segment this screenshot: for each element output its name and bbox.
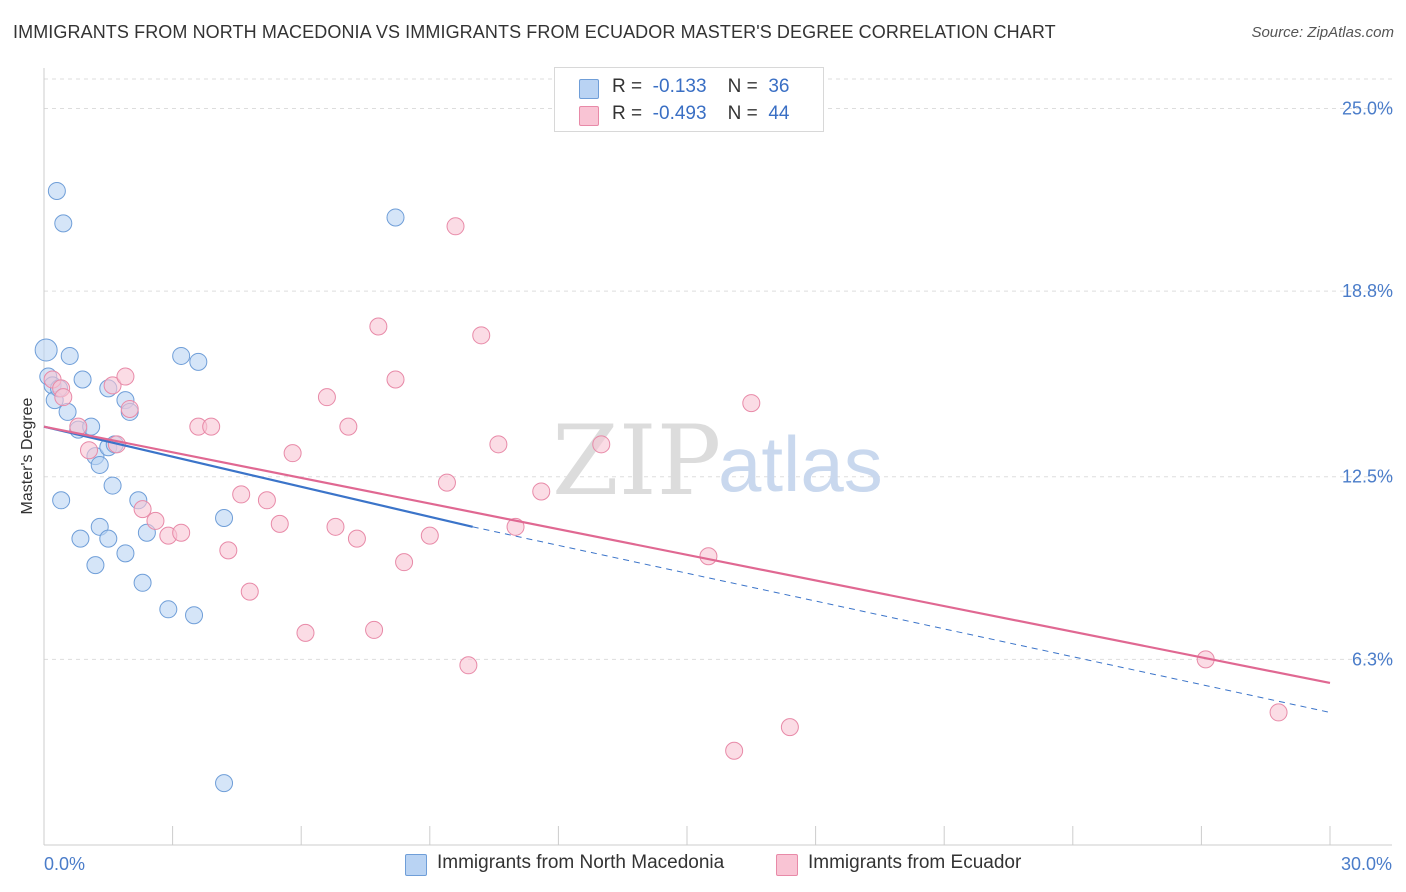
legend-n-label: N = <box>727 103 758 124</box>
trend-line-pink <box>43 425 1331 685</box>
data-point-pink <box>219 541 238 560</box>
legend-swatch-blue <box>579 79 599 99</box>
data-point-pink <box>270 514 289 533</box>
data-point-pink <box>437 473 456 492</box>
data-point-blue <box>116 544 135 563</box>
data-point-pink <box>116 367 135 386</box>
trend-layer <box>43 425 1331 713</box>
x-tick-label-min: 0.0% <box>44 854 85 874</box>
bottom-legend-swatch-blue <box>405 854 427 876</box>
legend-r-label: R = <box>612 103 643 124</box>
legend-r-value: -0.493 <box>652 103 707 124</box>
y-tick-label: 25.0% <box>1342 98 1393 118</box>
data-point-pink <box>592 435 611 454</box>
data-point-pink <box>80 441 99 460</box>
data-point-pink <box>420 526 439 545</box>
data-point-blue <box>159 600 178 619</box>
chart-title: IMMIGRANTS FROM NORTH MACEDONIA VS IMMIG… <box>13 22 1056 42</box>
data-point-blue <box>71 529 90 548</box>
bottom-legend-label: Immigrants from North Macedonia <box>437 852 725 873</box>
data-point-pink <box>120 399 139 418</box>
data-point-pink <box>446 217 465 236</box>
legend-n-value: 44 <box>768 103 790 124</box>
data-point-blue <box>34 338 58 362</box>
data-point-pink <box>257 491 276 510</box>
data-point-blue <box>215 774 234 793</box>
data-point-blue <box>133 573 152 592</box>
data-point-blue <box>86 556 105 575</box>
ticks-layer: 6.3% 12.5% 18.8% 25.0% 0.0% 30.0% <box>44 98 1393 874</box>
data-point-pink <box>742 394 761 413</box>
y-tick-label: 18.8% <box>1342 281 1393 301</box>
watermark-zip: ZIP <box>552 405 721 517</box>
data-point-blue <box>60 346 79 365</box>
y-tick-label: 6.3% <box>1352 649 1393 669</box>
legend-swatch-pink <box>579 106 599 126</box>
data-point-pink <box>296 623 315 642</box>
data-point-blue <box>103 476 122 495</box>
trend-line-dashed-blue <box>472 526 1331 713</box>
data-point-pink <box>347 529 366 548</box>
data-point-blue <box>90 455 109 474</box>
data-point-blue <box>215 508 234 527</box>
bottom-legend-label: Immigrants from Ecuador <box>808 852 1022 873</box>
bottom-legend-swatch-pink <box>776 854 798 876</box>
data-point-blue <box>386 208 405 227</box>
data-point-pink <box>326 517 345 536</box>
data-point-blue <box>73 370 92 389</box>
data-point-pink <box>780 718 799 737</box>
data-point-pink <box>339 417 358 436</box>
trend-line-blue <box>43 425 473 528</box>
data-point-blue <box>47 181 66 200</box>
grid-layer <box>44 78 1392 660</box>
data-point-blue <box>54 214 73 233</box>
correlation-legend: R = -0.133 N = 36 R = -0.493 N = 44 <box>554 67 824 132</box>
data-point-pink <box>489 435 508 454</box>
legend-n-value: 36 <box>768 76 790 97</box>
y-tick-label: 12.5% <box>1342 467 1393 487</box>
data-point-pink <box>317 388 336 407</box>
data-point-pink <box>472 326 491 345</box>
data-point-pink <box>103 376 122 395</box>
data-point-blue <box>189 352 208 371</box>
x-tick-label-max: 30.0% <box>1341 854 1392 874</box>
data-point-blue <box>172 346 191 365</box>
data-point-pink <box>459 656 478 675</box>
data-point-pink <box>283 444 302 463</box>
data-point-pink <box>369 317 388 336</box>
legend-r-label: R = <box>612 76 643 97</box>
data-point-pink <box>386 370 405 389</box>
data-point-blue <box>99 529 118 548</box>
data-point-pink <box>54 388 73 407</box>
data-point-pink <box>240 582 259 601</box>
data-point-pink <box>532 482 551 501</box>
data-point-pink <box>133 500 152 519</box>
data-point-pink <box>725 741 744 760</box>
watermark-atlas: atlas <box>718 420 883 508</box>
data-point-pink <box>395 553 414 572</box>
data-point-pink <box>1269 703 1288 722</box>
axis-layer <box>43 68 1392 846</box>
legend-n-label: N = <box>727 76 758 97</box>
data-point-pink <box>146 511 165 530</box>
y-axis-label: Master's Degree <box>19 397 36 514</box>
data-point-pink <box>202 417 221 436</box>
data-point-pink <box>232 485 251 504</box>
data-point-pink <box>699 547 718 566</box>
data-point-blue <box>52 491 71 510</box>
data-point-pink <box>365 620 384 639</box>
data-point-pink <box>172 523 191 542</box>
watermark: ZIP atlas <box>552 405 883 517</box>
legend-r-value: -0.133 <box>652 76 707 97</box>
source-label: Source: ZipAtlas.com <box>1251 24 1394 41</box>
data-point-blue <box>185 606 204 625</box>
